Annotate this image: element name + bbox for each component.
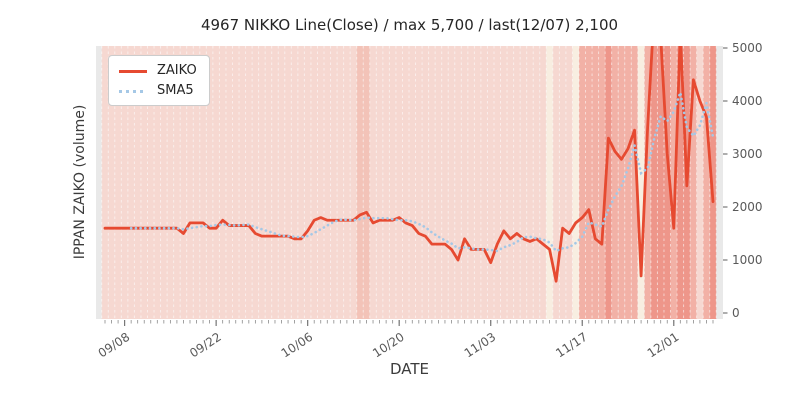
svg-text:2000: 2000 bbox=[732, 200, 763, 214]
x-major-ticks: 09/08 09/22 10/06 10/20 11/03 11/17 12/01 bbox=[96, 320, 682, 361]
plot-background bbox=[96, 46, 723, 319]
legend-label-sma5: SMA5 bbox=[157, 83, 194, 98]
x-axis-label: DATE bbox=[389, 360, 430, 378]
svg-text:10/20: 10/20 bbox=[370, 330, 407, 361]
svg-text:12/01: 12/01 bbox=[645, 330, 682, 361]
chart-title: 4967 NIKKO Line(Close) / max 5,700 / las… bbox=[200, 16, 619, 34]
legend: ZAIKO SMA5 bbox=[108, 55, 210, 106]
svg-text:11/17: 11/17 bbox=[553, 330, 590, 361]
legend-item-zaiko: ZAIKO bbox=[119, 64, 197, 77]
x-minor-ticks bbox=[104, 320, 714, 324]
svg-text:0: 0 bbox=[732, 306, 740, 320]
svg-text:3000: 3000 bbox=[732, 147, 763, 161]
svg-text:09/08: 09/08 bbox=[96, 330, 133, 361]
svg-text:4000: 4000 bbox=[732, 94, 763, 108]
day-bands bbox=[101, 46, 717, 319]
legend-label-zaiko: ZAIKO bbox=[157, 63, 197, 78]
svg-text:5000: 5000 bbox=[732, 41, 763, 55]
svg-text:1000: 1000 bbox=[732, 253, 763, 267]
legend-item-sma5: SMA5 bbox=[119, 84, 197, 97]
zaiko-line-swatch bbox=[119, 69, 147, 73]
svg-text:09/22: 09/22 bbox=[187, 330, 224, 361]
sma5-series-line bbox=[129, 87, 715, 253]
day-gridlines bbox=[101, 46, 717, 319]
svg-text:11/03: 11/03 bbox=[462, 330, 499, 361]
y-ticks: 0 1000 2000 3000 4000 5000 bbox=[723, 41, 763, 320]
svg-text:10/06: 10/06 bbox=[279, 330, 316, 361]
sma5-line-swatch bbox=[119, 89, 147, 93]
